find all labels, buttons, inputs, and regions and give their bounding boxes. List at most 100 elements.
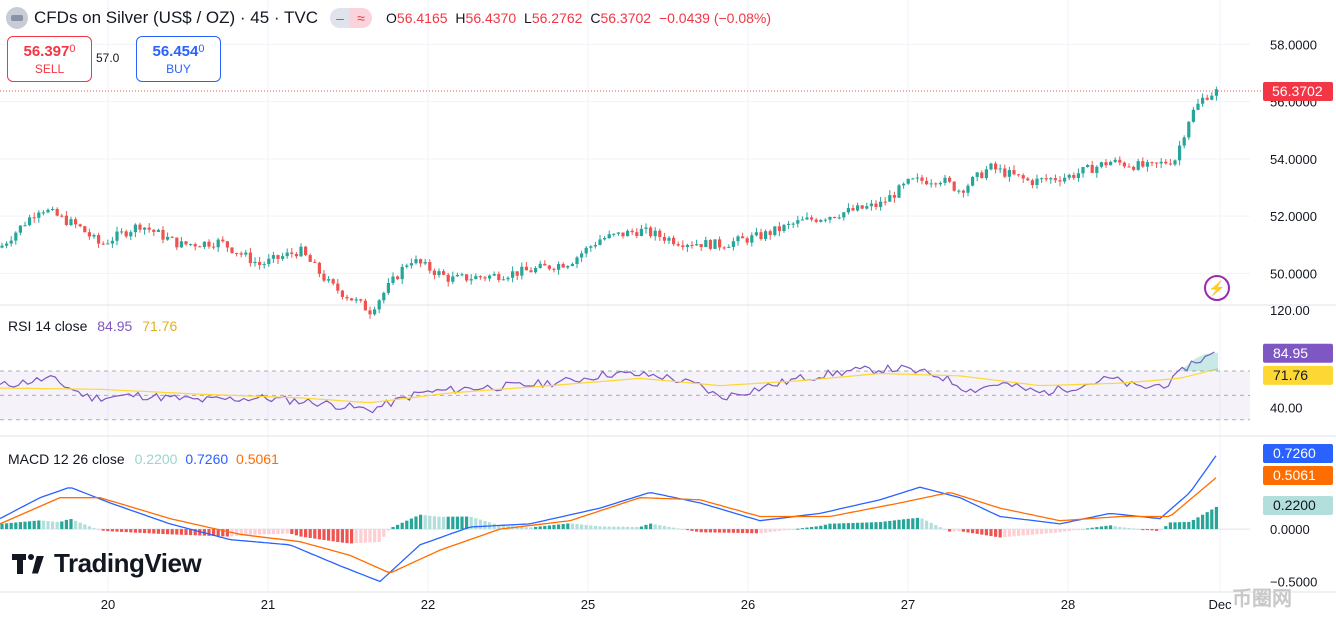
candle-up [327,279,331,281]
ohlc-values: O56.4165 H56.4370 L56.2762 C56.3702 −0.0… [386,10,772,26]
candle-up [1159,161,1163,164]
candle-up [299,246,303,257]
macd-hist-down [262,529,266,535]
candle-down [55,208,59,216]
candle-up [1040,178,1044,180]
candle-down [699,244,703,248]
last-price-tag [1263,81,1333,101]
candle-up [704,240,708,248]
candle-up [400,266,404,280]
macd-hist-up [856,522,860,530]
candle-down [161,229,165,240]
candle-down [497,274,501,280]
candle-down [1127,166,1131,168]
macd-hist-up [529,527,533,530]
candle-up [731,241,735,247]
candle-up [727,246,731,248]
candle-down [290,252,294,254]
macd-hist-up [1201,514,1205,530]
macd-hist-up [796,528,800,530]
candle-up [823,219,827,221]
price-axis-tick: 58.0000 [1270,37,1317,52]
candle-up [1173,160,1177,165]
candle-down [432,270,436,276]
candle-down [138,224,142,230]
candle-up [1113,159,1117,162]
macd-hist-up [621,526,625,530]
candle-up [736,236,740,242]
symbol-title[interactable]: CFDs on Silver (US$ / OZ) · 45 · TVC [34,8,319,27]
macd-hist-down [966,529,970,533]
candle-up [639,228,643,236]
macd-hist-down [782,529,786,531]
macd-hist-up [474,518,478,530]
candle-down [745,238,749,243]
tradingview-logo[interactable]: TradingView [12,548,202,579]
macd-hist-up [455,516,459,530]
macd-hist-up [55,521,59,530]
candle-up [1210,95,1214,100]
macd-hist-up [676,528,680,530]
candle-down [662,236,666,241]
candle-up [750,235,754,243]
price-axis-tick: 54.0000 [1270,152,1317,167]
macd-hist-up [41,520,45,530]
candle-up [281,256,285,259]
candle-up [1007,170,1011,177]
watermark-text: 币圈网 [1232,588,1292,610]
macd-hist-down [1053,529,1057,533]
candle-down [1021,175,1025,179]
macd-hist-down [354,529,358,544]
sell-button[interactable]: 56.3970 SELL [7,36,92,82]
candle-down [1168,163,1172,165]
macd-hist-up [557,524,561,530]
macd-hist-up [672,527,676,530]
candle-down [961,190,965,193]
macd-hist-up [534,526,538,530]
macd-hist-down [373,529,377,543]
hist-value-label: 0.2200 [1273,497,1316,513]
candle-down [442,271,446,275]
candle-up [879,201,883,207]
macd-axis-tick: 0.0000 [1270,522,1310,537]
macd-hist-down [1063,529,1067,532]
candle-down [1012,170,1016,175]
macd-hist-down [184,529,188,535]
buy-button[interactable]: 56.4540 BUY [136,36,221,82]
macd-hist-up [442,516,446,530]
candle-down [1072,174,1076,178]
macd-hist-up [37,520,41,530]
macd-hist-up [520,526,524,530]
candle-up [1136,161,1140,170]
candle-down [308,255,312,262]
candle-down [1122,162,1126,167]
rsi-legend[interactable]: RSI 14 close 84.95 71.76 [8,318,178,334]
candle-down [101,243,105,245]
candle-down [478,276,482,278]
macd-hist-down [952,529,956,532]
candle-up [1196,103,1200,110]
macd-hist-down [989,529,993,537]
flash-icon[interactable]: ⚡ [1204,275,1230,301]
candle-up [626,230,630,237]
candle-up [929,183,933,185]
candle-up [773,226,777,236]
rsi-axis-tick: 120.00 [1270,303,1310,318]
candle-up [828,216,832,220]
market-status-pill[interactable]: – ≈ [330,8,373,28]
macd-hist-up [78,522,82,530]
signal-line [0,477,1217,573]
macd-hist-up [1104,525,1108,530]
candle-down [483,277,487,279]
macd-hist-up [662,526,666,530]
candle-down [810,217,814,220]
candle-up [166,236,170,240]
macd-hist-down [1150,529,1154,531]
macd-legend[interactable]: MACD 12 26 close 0.2200 0.7260 0.5061 [8,451,279,467]
candle-down [1090,164,1094,173]
candle-up [667,237,671,241]
candle-up [1099,162,1103,167]
macd-hist-up [492,523,496,530]
macd-hist-up [1090,527,1094,530]
